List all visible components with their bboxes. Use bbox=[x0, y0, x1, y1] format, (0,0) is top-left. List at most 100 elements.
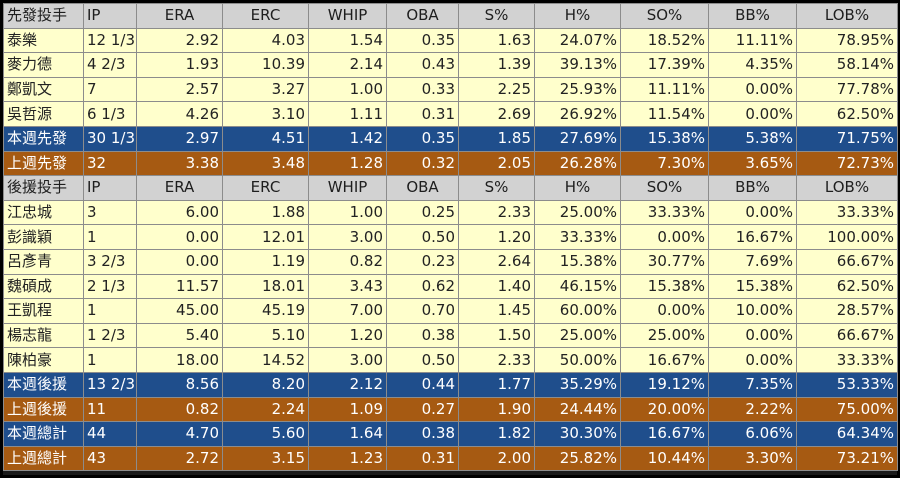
stat-h-pct: 15.38% bbox=[534, 248, 621, 275]
stat-h-pct: 60.00% bbox=[534, 298, 621, 324]
column-header-era: ERA bbox=[136, 175, 223, 201]
stat-oba: 0.31 bbox=[386, 101, 459, 127]
pitcher-name: 鄭凱文 bbox=[3, 76, 84, 103]
stat-h-pct: 25.00% bbox=[534, 322, 621, 349]
pitcher-name: 本週總計 bbox=[3, 421, 84, 447]
stat-ip: 1 2/3 bbox=[83, 322, 137, 349]
stat-ip: 6 1/3 bbox=[83, 101, 137, 127]
pitcher-name: 呂彥青 bbox=[3, 248, 84, 275]
stat-oba: 0.50 bbox=[386, 224, 459, 250]
stats-table-body: 先發投手 IP ERA ERC WHIP OBA S% H% SO% BB% LOB% 泰樂 12 1/… bbox=[3, 3, 898, 472]
pitcher-name: 彭識穎 bbox=[3, 224, 84, 250]
stat-oba: 0.44 bbox=[386, 371, 459, 398]
totals-last-week-row: 上週總計 43 2.72 3.15 1.23 0.31 2.00 25.82% 10.44% 3.… bbox=[3, 445, 898, 472]
stat-ip: 7 bbox=[83, 76, 137, 103]
stat-so-pct: 15.38% bbox=[620, 273, 709, 300]
stat-bb-pct: 0.00% bbox=[708, 76, 797, 103]
stat-s-pct: 2.00 bbox=[458, 445, 535, 472]
reliever-row: 魏碩成 2 1/3 11.57 18.01 3.43 0.62 1.40 46.15% 15.3… bbox=[3, 273, 898, 300]
pitcher-name: 泰樂 bbox=[3, 27, 84, 54]
starters-this-week-row: 本週先發 30 1/3 2.97 4.51 1.42 0.35 1.85 27.69% 15.3… bbox=[3, 125, 898, 152]
stat-s-pct: 1.40 bbox=[458, 273, 535, 300]
stat-ip: 3 2/3 bbox=[83, 248, 137, 275]
stat-lob-pct: 58.14% bbox=[796, 52, 898, 78]
stat-oba: 0.62 bbox=[386, 273, 459, 300]
stat-era: 18.00 bbox=[136, 347, 223, 373]
pitcher-name: 本週後援 bbox=[3, 371, 84, 398]
stat-bb-pct: 0.00% bbox=[708, 101, 797, 127]
stat-erc: 2.24 bbox=[222, 396, 309, 423]
stat-s-pct: 1.85 bbox=[458, 125, 535, 152]
reliever-row: 楊志龍 1 2/3 5.40 5.10 1.20 0.38 1.50 25.00% 25.00%… bbox=[3, 322, 898, 349]
stat-h-pct: 46.15% bbox=[534, 273, 621, 300]
stat-s-pct: 1.90 bbox=[458, 396, 535, 423]
stat-whip: 1.64 bbox=[308, 421, 387, 447]
stat-era: 1.93 bbox=[136, 52, 223, 78]
stat-era: 4.26 bbox=[136, 101, 223, 127]
stat-era: 2.97 bbox=[136, 125, 223, 152]
reliever-row: 江忠城 3 6.00 1.88 1.00 0.25 2.33 25.00% 33.33% 0.00… bbox=[3, 199, 898, 226]
stat-h-pct: 33.33% bbox=[534, 224, 621, 250]
stat-bb-pct: 3.65% bbox=[708, 150, 797, 177]
stat-lob-pct: 72.73% bbox=[796, 150, 898, 177]
stat-bb-pct: 15.38% bbox=[708, 273, 797, 300]
stat-lob-pct: 53.33% bbox=[796, 371, 898, 398]
stat-s-pct: 1.82 bbox=[458, 421, 535, 447]
stat-s-pct: 1.63 bbox=[458, 27, 535, 54]
stat-ip: 1 bbox=[83, 224, 137, 250]
stat-era: 2.92 bbox=[136, 27, 223, 54]
starters-header-row: 先發投手 IP ERA ERC WHIP OBA S% H% SO% BB% LOB% bbox=[3, 3, 898, 29]
stat-lob-pct: 33.33% bbox=[796, 199, 898, 226]
totals-this-week-row: 本週總計 44 4.70 5.60 1.64 0.38 1.82 30.30% 16.67% 6.… bbox=[3, 421, 898, 447]
pitcher-name: 上週總計 bbox=[3, 445, 84, 472]
stat-bb-pct: 16.67% bbox=[708, 224, 797, 250]
section-header-label: 先發投手 bbox=[3, 3, 84, 29]
stat-lob-pct: 66.67% bbox=[796, 322, 898, 349]
stat-era: 2.72 bbox=[136, 445, 223, 472]
relievers-header-row: 後援投手 IP ERA ERC WHIP OBA S% H% SO% BB% LOB% bbox=[3, 175, 898, 201]
stat-era: 0.00 bbox=[136, 248, 223, 275]
stat-bb-pct: 0.00% bbox=[708, 199, 797, 226]
stat-so-pct: 15.38% bbox=[620, 125, 709, 152]
stat-ip: 1 bbox=[83, 347, 137, 373]
stat-bb-pct: 6.06% bbox=[708, 421, 797, 447]
stat-so-pct: 30.77% bbox=[620, 248, 709, 275]
stat-whip: 7.00 bbox=[308, 298, 387, 324]
stat-so-pct: 33.33% bbox=[620, 199, 709, 226]
stat-era: 3.38 bbox=[136, 150, 223, 177]
relievers-last-week-row: 上週後援 11 0.82 2.24 1.09 0.27 1.90 24.44% 20.00% 2.… bbox=[3, 396, 898, 423]
pitcher-name: 麥力德 bbox=[3, 52, 84, 78]
stat-era: 45.00 bbox=[136, 298, 223, 324]
stat-erc: 3.10 bbox=[222, 101, 309, 127]
stat-bb-pct: 7.69% bbox=[708, 248, 797, 275]
stat-erc: 14.52 bbox=[222, 347, 309, 373]
stat-oba: 0.23 bbox=[386, 248, 459, 275]
pitcher-name: 陳柏豪 bbox=[3, 347, 84, 373]
stat-oba: 0.33 bbox=[386, 76, 459, 103]
stat-so-pct: 17.39% bbox=[620, 52, 709, 78]
stat-ip: 4 2/3 bbox=[83, 52, 137, 78]
pitcher-name: 上週後援 bbox=[3, 396, 84, 423]
stat-so-pct: 25.00% bbox=[620, 322, 709, 349]
stat-h-pct: 26.28% bbox=[534, 150, 621, 177]
stat-lob-pct: 28.57% bbox=[796, 298, 898, 324]
stat-lob-pct: 62.50% bbox=[796, 101, 898, 127]
stat-lob-pct: 78.95% bbox=[796, 27, 898, 54]
stat-s-pct: 2.33 bbox=[458, 199, 535, 226]
stat-s-pct: 2.69 bbox=[458, 101, 535, 127]
stat-erc: 3.48 bbox=[222, 150, 309, 177]
column-header-bb-pct: BB% bbox=[708, 175, 797, 201]
stat-bb-pct: 0.00% bbox=[708, 347, 797, 373]
stat-h-pct: 35.29% bbox=[534, 371, 621, 398]
stat-era: 0.82 bbox=[136, 396, 223, 423]
starter-row: 泰樂 12 1/3 2.92 4.03 1.54 0.35 1.63 24.07% 18.52%… bbox=[3, 27, 898, 54]
stat-s-pct: 2.25 bbox=[458, 76, 535, 103]
stat-bb-pct: 11.11% bbox=[708, 27, 797, 54]
stat-ip: 32 bbox=[83, 150, 137, 177]
stat-s-pct: 1.50 bbox=[458, 322, 535, 349]
stat-h-pct: 24.44% bbox=[534, 396, 621, 423]
stat-whip: 0.82 bbox=[308, 248, 387, 275]
stat-ip: 44 bbox=[83, 421, 137, 447]
stat-era: 0.00 bbox=[136, 224, 223, 250]
column-header-oba: OBA bbox=[386, 3, 459, 29]
